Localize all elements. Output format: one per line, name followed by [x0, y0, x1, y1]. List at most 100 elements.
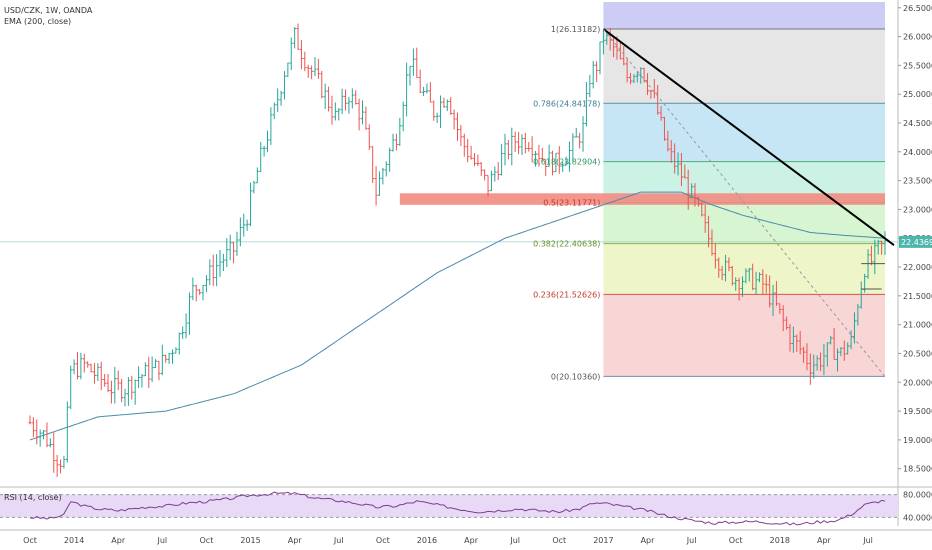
- price-axis[interactable]: 26.50000 26.00000 25.50000 25.00000 24.50000…: [897, 0, 932, 526]
- fib-band: [603, 28, 885, 104]
- candle: [601, 29, 605, 55]
- candle: [255, 167, 259, 184]
- candle: [744, 268, 748, 284]
- candle: [703, 204, 707, 233]
- time-tick-label: Jul: [686, 536, 697, 545]
- candle: [662, 116, 666, 141]
- price-tick-label: 22.00000: [903, 263, 932, 272]
- candle: [812, 354, 816, 379]
- time-axis[interactable]: Oct 2014 Apr Jul Oct 2015 Apr Jul Oct 2016 Apr Jul O…: [0, 529, 932, 545]
- candle: [140, 374, 144, 388]
- price-tick-label: 21.00000: [903, 321, 932, 330]
- candle: [310, 65, 314, 80]
- candle: [62, 455, 66, 469]
- candle: [534, 150, 538, 167]
- candle: [361, 100, 364, 125]
- candle: [737, 277, 741, 301]
- candle: [724, 254, 728, 282]
- candle: [625, 58, 629, 83]
- price-tick-label: 24.50000: [903, 119, 932, 128]
- candle: [785, 316, 789, 330]
- candle: [367, 124, 371, 151]
- candle: [710, 229, 714, 256]
- candle: [79, 352, 83, 380]
- price-tick-label: 20.50000: [903, 349, 932, 358]
- rsi-line: [29, 491, 886, 526]
- candle: [259, 141, 263, 172]
- candle: [873, 239, 877, 275]
- time-tick-label: Jul: [509, 536, 520, 545]
- candle: [191, 277, 195, 301]
- candle: [130, 375, 134, 400]
- candle: [89, 363, 93, 373]
- candle: [472, 153, 476, 167]
- candle: [856, 303, 860, 326]
- candle: [48, 438, 52, 448]
- candle: [432, 100, 436, 121]
- candle: [266, 130, 269, 153]
- candle: [276, 88, 280, 113]
- fibonacci-retracement: [603, 2, 885, 377]
- candle: [347, 96, 351, 114]
- candle: [571, 133, 575, 162]
- candle: [727, 257, 731, 272]
- time-tick-label: Apr: [288, 536, 303, 545]
- candle: [567, 141, 571, 172]
- candle: [282, 71, 286, 100]
- candle: [418, 69, 422, 94]
- resistance-zone: [399, 193, 885, 205]
- candle: [394, 133, 398, 151]
- fib-band-top: [603, 2, 885, 29]
- candle: [819, 352, 823, 372]
- resistance-rect: [399, 193, 885, 205]
- candle: [327, 86, 331, 112]
- candle: [683, 164, 687, 179]
- candle: [133, 379, 137, 405]
- time-tick-label: Jul: [333, 536, 344, 545]
- candle: [72, 359, 76, 375]
- time-tick-label: Apr: [464, 536, 479, 545]
- candle: [666, 130, 670, 152]
- candle: [445, 99, 449, 111]
- time-tick-label: Oct: [376, 536, 390, 545]
- candle: [425, 83, 429, 94]
- candle: [320, 71, 324, 99]
- candle: [659, 106, 663, 121]
- candle: [184, 313, 188, 339]
- candle: [86, 361, 90, 368]
- price-tick-label: 19.50000: [903, 407, 932, 416]
- candle: [344, 89, 348, 111]
- candle: [496, 162, 500, 180]
- candle: [106, 373, 110, 393]
- candle: [59, 459, 63, 474]
- candle: [693, 183, 697, 207]
- fib-level-label: 0.5(23.11771): [543, 199, 600, 208]
- candle: [757, 272, 761, 283]
- time-tick-label: Jul: [862, 536, 873, 545]
- candle: [849, 330, 853, 350]
- candle: [574, 128, 578, 138]
- price-tick-label: 26.00000: [903, 33, 932, 42]
- candle: [204, 275, 208, 293]
- time-tick-label: 2018: [770, 536, 790, 545]
- chart-symbol-title: USD/CZK, 1W, OANDA: [4, 6, 93, 15]
- candle: [540, 147, 544, 161]
- candle: [781, 305, 785, 332]
- candle: [635, 71, 639, 83]
- candle: [639, 67, 643, 84]
- candle: [486, 174, 490, 197]
- candle: [802, 346, 806, 363]
- candle: [333, 102, 337, 121]
- candle: [527, 141, 531, 152]
- time-tick-label: 2015: [240, 536, 260, 545]
- candle: [293, 27, 297, 49]
- candle: [252, 180, 256, 194]
- candle: [479, 162, 483, 177]
- candle: [439, 95, 443, 129]
- candle: [588, 74, 592, 98]
- candle: [198, 289, 202, 296]
- rsi-band: [0, 494, 898, 518]
- candle: [836, 348, 839, 372]
- ema-indicator-label: EMA (200, close): [4, 17, 71, 26]
